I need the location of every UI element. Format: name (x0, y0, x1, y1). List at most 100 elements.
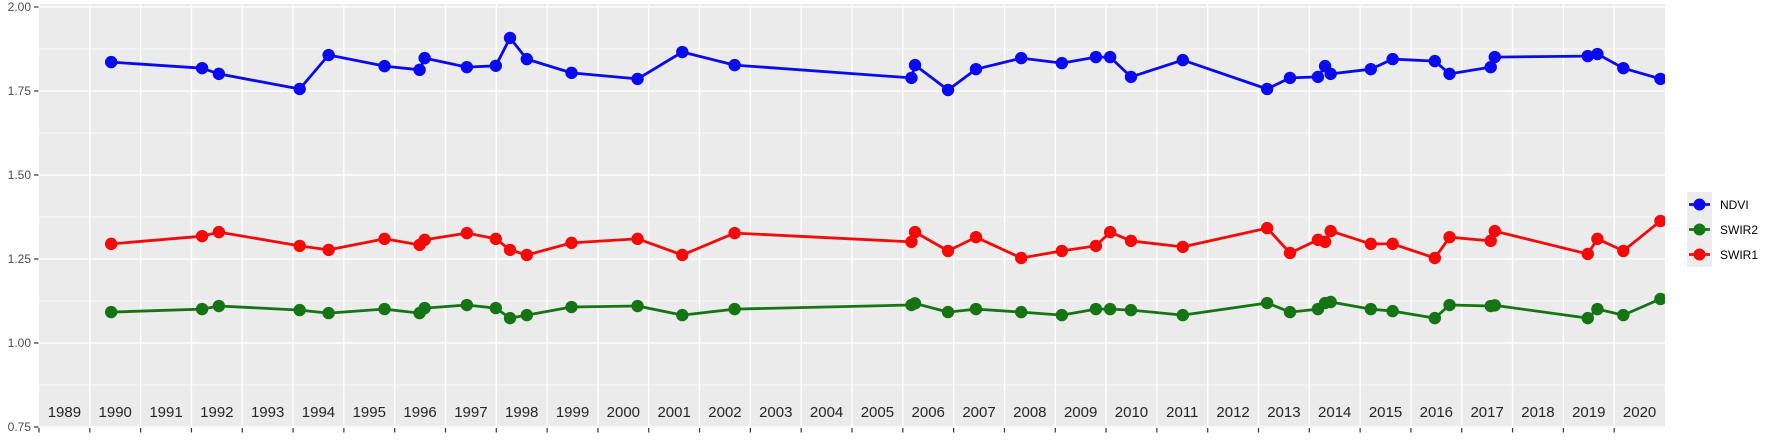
swir1-data-point (1103, 225, 1117, 239)
ndvi-data-point (212, 67, 226, 81)
swir1-data-point (1591, 232, 1604, 246)
swir2-data-point (631, 299, 644, 313)
swir2-data-point (1364, 302, 1377, 316)
swir1-data-point (1443, 230, 1456, 244)
swir2-data-point (676, 308, 689, 322)
y-tick-label: 1.50 (8, 168, 32, 182)
x-tick-label: 2013 (1267, 404, 1300, 421)
x-axis-labels: 1989 1990 1991 1992 1993 1994 1995 1996 1997 1998… (48, 404, 1657, 421)
ndvi-data-point (1103, 50, 1117, 64)
ndvi-data-point (631, 72, 644, 86)
ndvi-data-point (1488, 50, 1501, 64)
swir2-data-point (1015, 305, 1028, 319)
ndvi-data-point (1311, 70, 1325, 84)
swir1-data-point (565, 236, 578, 250)
x-tick-label: 2003 (759, 404, 792, 421)
swir2-data-point (1581, 311, 1594, 325)
swir1-data-point (1488, 224, 1501, 238)
swir2-data-point (1283, 305, 1297, 319)
x-tick-label: 2006 (912, 404, 945, 421)
swir1-data-point (1324, 224, 1337, 238)
swir2-data-point (1324, 295, 1337, 309)
swir1-data-point (1581, 247, 1594, 261)
swir2-data-point (1488, 299, 1501, 312)
ndvi-data-point (676, 45, 689, 59)
swir1-data-point (489, 232, 503, 246)
ndvi-data-point (1443, 67, 1456, 81)
ndvi-data-point (1055, 56, 1069, 70)
swir1-data-point (905, 235, 918, 249)
ndvi-data-point (1654, 72, 1665, 86)
x-tick-label: 2000 (607, 404, 640, 421)
ndvi-data-point (195, 61, 209, 75)
x-tick-label: 2015 (1369, 404, 1402, 421)
ndvi-data-point (1484, 60, 1497, 74)
legend-item-swir1: SWIR1 (1687, 242, 1758, 267)
ndvi-data-point (1428, 54, 1442, 68)
x-tick-label: 2010 (1115, 404, 1148, 421)
swir2-data-point (1654, 292, 1665, 306)
ndvi-data-point (460, 60, 474, 74)
axis-ticks (34, 6, 1615, 433)
swir1-data-point (728, 226, 741, 240)
swir1-data-point (908, 225, 922, 239)
swir2-data-point (969, 302, 983, 316)
x-tick-label: 1999 (556, 404, 589, 421)
swir1-data-point (1617, 244, 1630, 258)
legend-item-ndvi: NDVI (1687, 192, 1758, 217)
swir2-data-point (418, 301, 431, 315)
ndvi-data-point (565, 66, 578, 80)
x-tick-label: 2018 (1521, 404, 1554, 421)
x-tick-label: 2008 (1013, 404, 1046, 421)
ndvi-data-point (418, 51, 431, 65)
swir1-data-point (1260, 221, 1274, 235)
ndvi-data-point (322, 48, 335, 62)
legend-label-swir1: SWIR1 (1720, 247, 1759, 262)
ndvi-data-point (1591, 47, 1604, 61)
series-swir2 (104, 292, 1665, 325)
ndvi-data-point (1386, 52, 1399, 66)
ndvi-data-point (489, 59, 503, 72)
swir2-data-point (1055, 308, 1069, 322)
swir2-data-point (503, 311, 517, 325)
legend-label-swir2: SWIR2 (1720, 222, 1759, 237)
swir1-data-point (212, 225, 226, 239)
swir1-legend-key-icon (1687, 242, 1712, 267)
ndvi-data-point (520, 52, 533, 66)
x-tick-label: 1992 (200, 404, 233, 421)
x-tick-label: 1996 (403, 404, 436, 421)
x-tick-label: 1995 (353, 404, 386, 421)
y-tick-label: 2.00 (8, 0, 32, 14)
x-tick-label: 2005 (861, 404, 894, 421)
series-swir1 (104, 214, 1665, 265)
x-tick-label: 2011 (1166, 404, 1198, 421)
swir2-data-point (728, 302, 741, 316)
ndvi-data-point (1283, 71, 1297, 85)
swir2-data-point (195, 302, 209, 316)
x-tick-label: 2014 (1318, 404, 1351, 421)
swir2-data-point (293, 303, 306, 317)
swir2-data-point (1386, 304, 1399, 318)
y-axis-labels: 2.00 1.75 1.50 1.25 1.00 0.75 (8, 0, 32, 434)
x-tick-label: 1989 (48, 404, 81, 421)
swir1-data-point (1124, 234, 1138, 248)
swir1-data-point (1318, 235, 1332, 249)
swir2-data-point (1124, 303, 1138, 317)
swir1-data-point (503, 243, 517, 257)
x-tick-label: 1994 (302, 404, 335, 421)
ndvi-data-point (1015, 51, 1028, 65)
ndvi-data-point (1124, 70, 1138, 84)
swir1-data-point (1055, 244, 1069, 258)
x-tick-label: 2019 (1572, 404, 1605, 421)
ndvi-data-point (1176, 53, 1189, 67)
x-tick-label: 1998 (505, 404, 538, 421)
swir2-data-point (1443, 298, 1456, 312)
swir1-data-point (676, 248, 689, 262)
swir2-data-point (520, 308, 533, 322)
swir1-data-point (1428, 251, 1442, 265)
x-tick-label: 2002 (708, 404, 741, 421)
swir1-data-point (941, 244, 955, 258)
ndvi-data-point (969, 62, 983, 76)
x-tick-label: 2007 (962, 404, 995, 421)
